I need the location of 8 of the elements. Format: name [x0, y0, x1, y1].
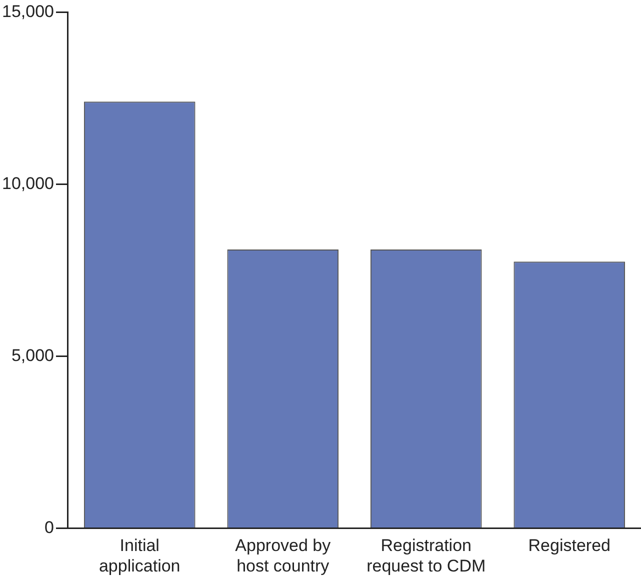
x-tick-label: Initial application: [98, 536, 180, 576]
x-tick-label: Registration request to CDM: [366, 536, 486, 576]
y-tick-label: 15,000: [2, 2, 54, 21]
y-tick-label: 0: [44, 518, 54, 537]
x-tick-label: Registered: [528, 536, 610, 556]
y-tick-label: 5,000: [11, 346, 54, 365]
y-tick-label: 10,000: [2, 174, 54, 193]
x-tick-label: Approved by host country: [235, 536, 332, 576]
